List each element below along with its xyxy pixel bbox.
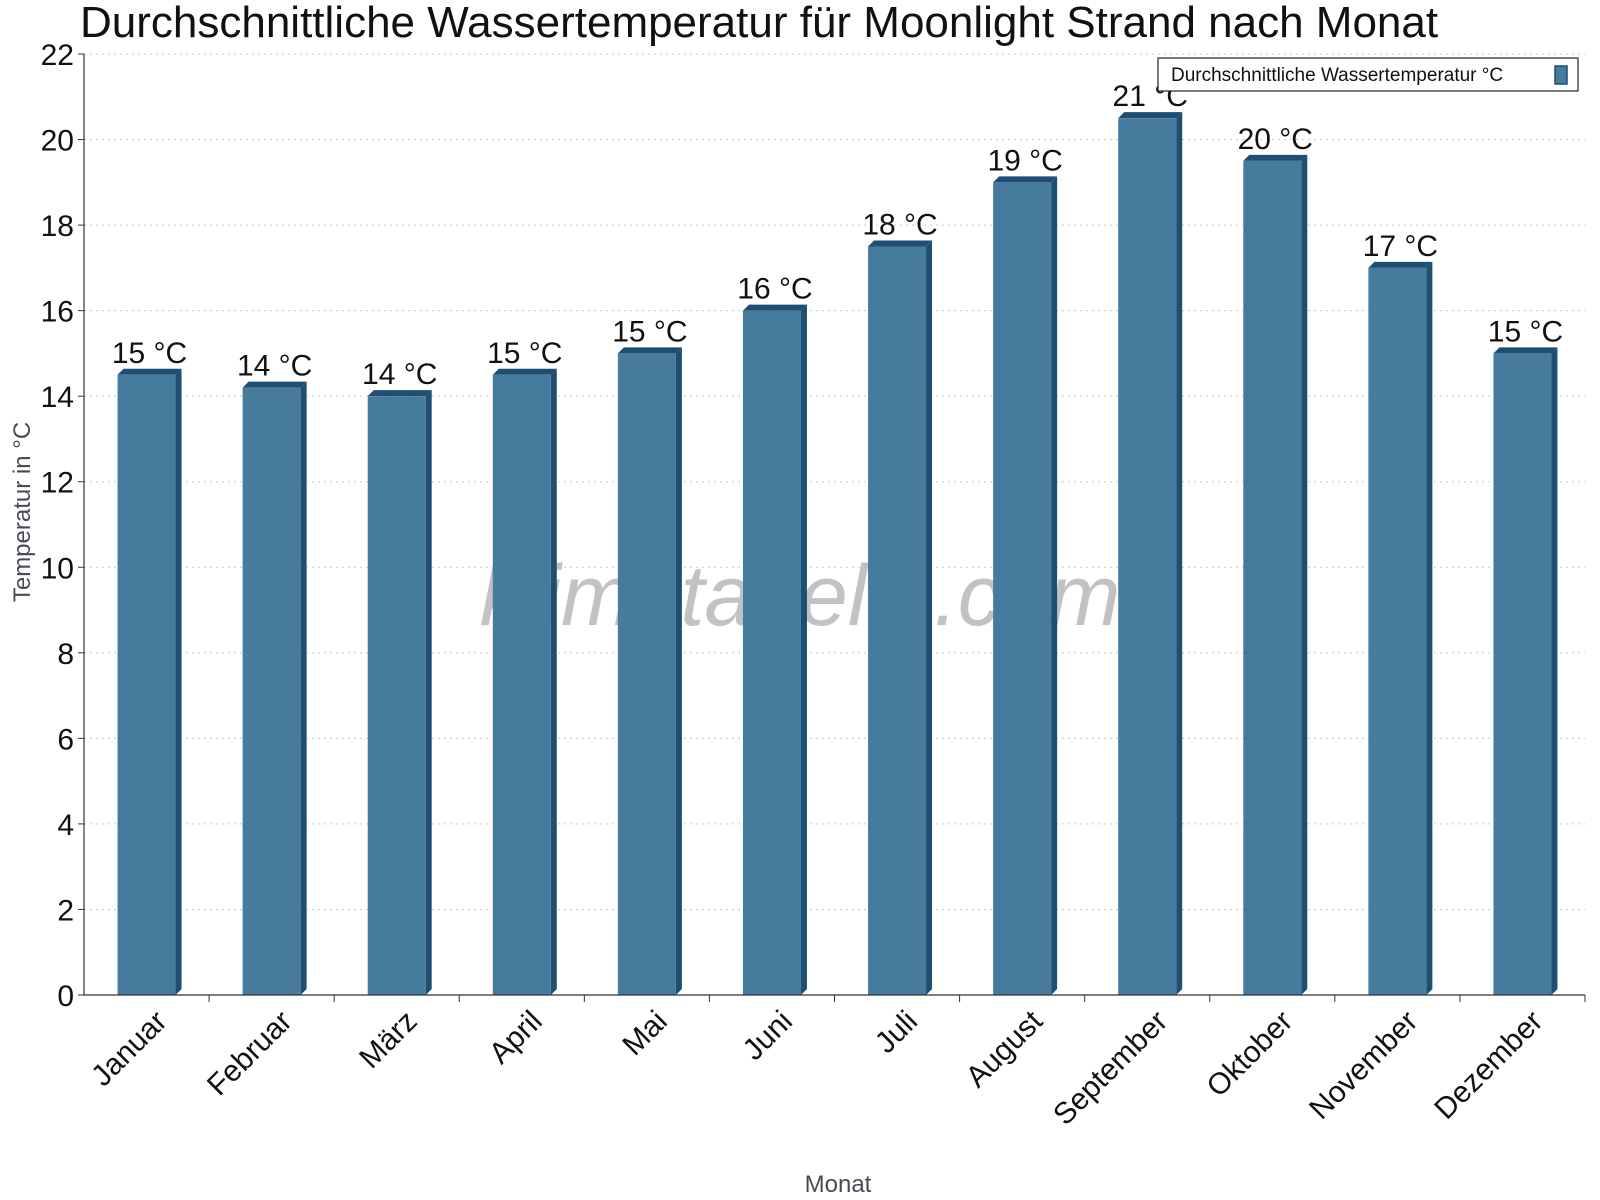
y-tick-label: 8	[57, 638, 74, 671]
bar	[367, 390, 432, 995]
bar-front	[1243, 160, 1302, 995]
bar	[117, 368, 182, 996]
bar	[242, 381, 307, 995]
y-tick-label: 6	[57, 723, 74, 756]
bar-front	[242, 387, 301, 995]
bar	[993, 176, 1058, 995]
bar	[1243, 154, 1308, 995]
bar-front	[492, 374, 551, 996]
x-tick-labels: Januar Februar März April Mai Juni Juli AugustS…	[85, 1004, 1549, 1132]
bar-top	[617, 347, 682, 354]
data-label: 14 °C	[362, 358, 437, 391]
bar-top	[367, 390, 432, 397]
y-tick-label: 14	[41, 381, 74, 414]
grid-lines	[84, 53, 1585, 910]
bar-top	[242, 381, 307, 388]
x-tick-label: Dezember	[1428, 1005, 1549, 1126]
bar-top	[1118, 112, 1183, 119]
bar-side	[300, 381, 307, 995]
axes	[78, 53, 1586, 1002]
legend-label: Durchschnittliche Wassertemperatur °C	[1171, 65, 1503, 86]
legend-box	[1157, 57, 1579, 92]
x-tick-label: August	[960, 1004, 1050, 1094]
y-tick-label: 18	[41, 210, 74, 243]
data-label: 15 °C	[612, 315, 687, 348]
x-tick-label: Februar	[201, 1005, 299, 1103]
bar-front	[367, 396, 426, 995]
data-label: 19 °C	[987, 144, 1062, 177]
bar-front	[1118, 118, 1177, 996]
y-tick-label: 22	[41, 39, 74, 72]
legend-swatch	[1554, 65, 1568, 85]
data-label: 15 °C	[487, 337, 562, 370]
y-tick-label: 16	[41, 296, 74, 329]
y-tick-label: 4	[57, 809, 74, 842]
data-label: 15 °C	[1488, 315, 1563, 348]
x-tick-label: September	[1047, 1005, 1174, 1132]
data-label: 17 °C	[1363, 230, 1438, 263]
bar-side	[1301, 154, 1308, 995]
bars	[117, 112, 1558, 996]
bar-front	[117, 374, 176, 996]
y-tick-labels: 0 2 4 6 8 10 12 14 16 18 20 22	[41, 39, 74, 1013]
y-tick-label: 12	[41, 467, 74, 500]
bar-front	[868, 246, 927, 995]
legend: Durchschnittliche Wassertemperatur °C	[1157, 57, 1579, 92]
bar-top	[492, 368, 557, 375]
x-tick-label: Juni	[737, 1005, 799, 1067]
bar-front	[1493, 353, 1552, 996]
data-label: 15 °C	[112, 337, 187, 370]
x-tick-label: Juli	[869, 1005, 924, 1060]
y-tick-label: 20	[41, 125, 74, 158]
x-axis-title: Monat	[805, 1171, 872, 1198]
bar	[1118, 112, 1183, 996]
x-tick-label: März	[353, 1005, 423, 1075]
bar-top	[1493, 347, 1558, 354]
data-label: 20 °C	[1238, 123, 1313, 156]
bar-top	[1368, 261, 1433, 268]
x-tick-label: Oktober	[1200, 1005, 1299, 1104]
bar-top	[868, 240, 933, 247]
chart-title: Durchschnittliche Wassertemperatur für M…	[80, 0, 1438, 47]
bar-side	[175, 368, 182, 996]
bar	[617, 347, 682, 996]
bar-side	[800, 304, 807, 995]
data-label: 18 °C	[862, 208, 937, 241]
data-label: 16 °C	[737, 273, 812, 306]
bar-side	[1176, 112, 1183, 996]
bar-front	[742, 310, 801, 995]
data-label: 14 °C	[237, 350, 312, 383]
bar-front	[993, 182, 1052, 995]
x-tick-label: November	[1303, 1005, 1424, 1126]
bar	[868, 240, 933, 995]
bar-side	[675, 347, 682, 996]
x-tick-label: Mai	[616, 1005, 674, 1063]
y-tick-label: 0	[57, 980, 74, 1013]
bar	[1493, 347, 1558, 996]
bar-side	[1426, 261, 1433, 995]
bar-top	[117, 368, 182, 375]
bar-front	[1368, 267, 1427, 995]
bar	[742, 304, 807, 995]
bar-top	[1243, 154, 1308, 161]
bar-top	[742, 304, 807, 311]
bar-side	[1551, 347, 1558, 996]
bar-side	[425, 390, 432, 995]
x-tick-label: April	[483, 1005, 549, 1071]
bar-side	[550, 368, 557, 996]
bar-top	[993, 176, 1058, 183]
bar	[1368, 261, 1433, 995]
x-tick-label: Januar	[85, 1005, 173, 1093]
y-axis-title: Temperatur in °C	[9, 422, 36, 602]
bar-side	[926, 240, 933, 995]
data-labels: 15 °C 14 °C 14 °C 15 °C 15 °C 16 °C 18 °C 19 °C…	[112, 80, 1563, 391]
y-tick-label: 2	[57, 894, 74, 927]
bar	[492, 368, 557, 996]
bar-side	[1051, 176, 1058, 995]
y-tick-label: 10	[41, 552, 74, 585]
bar-front	[617, 353, 676, 996]
